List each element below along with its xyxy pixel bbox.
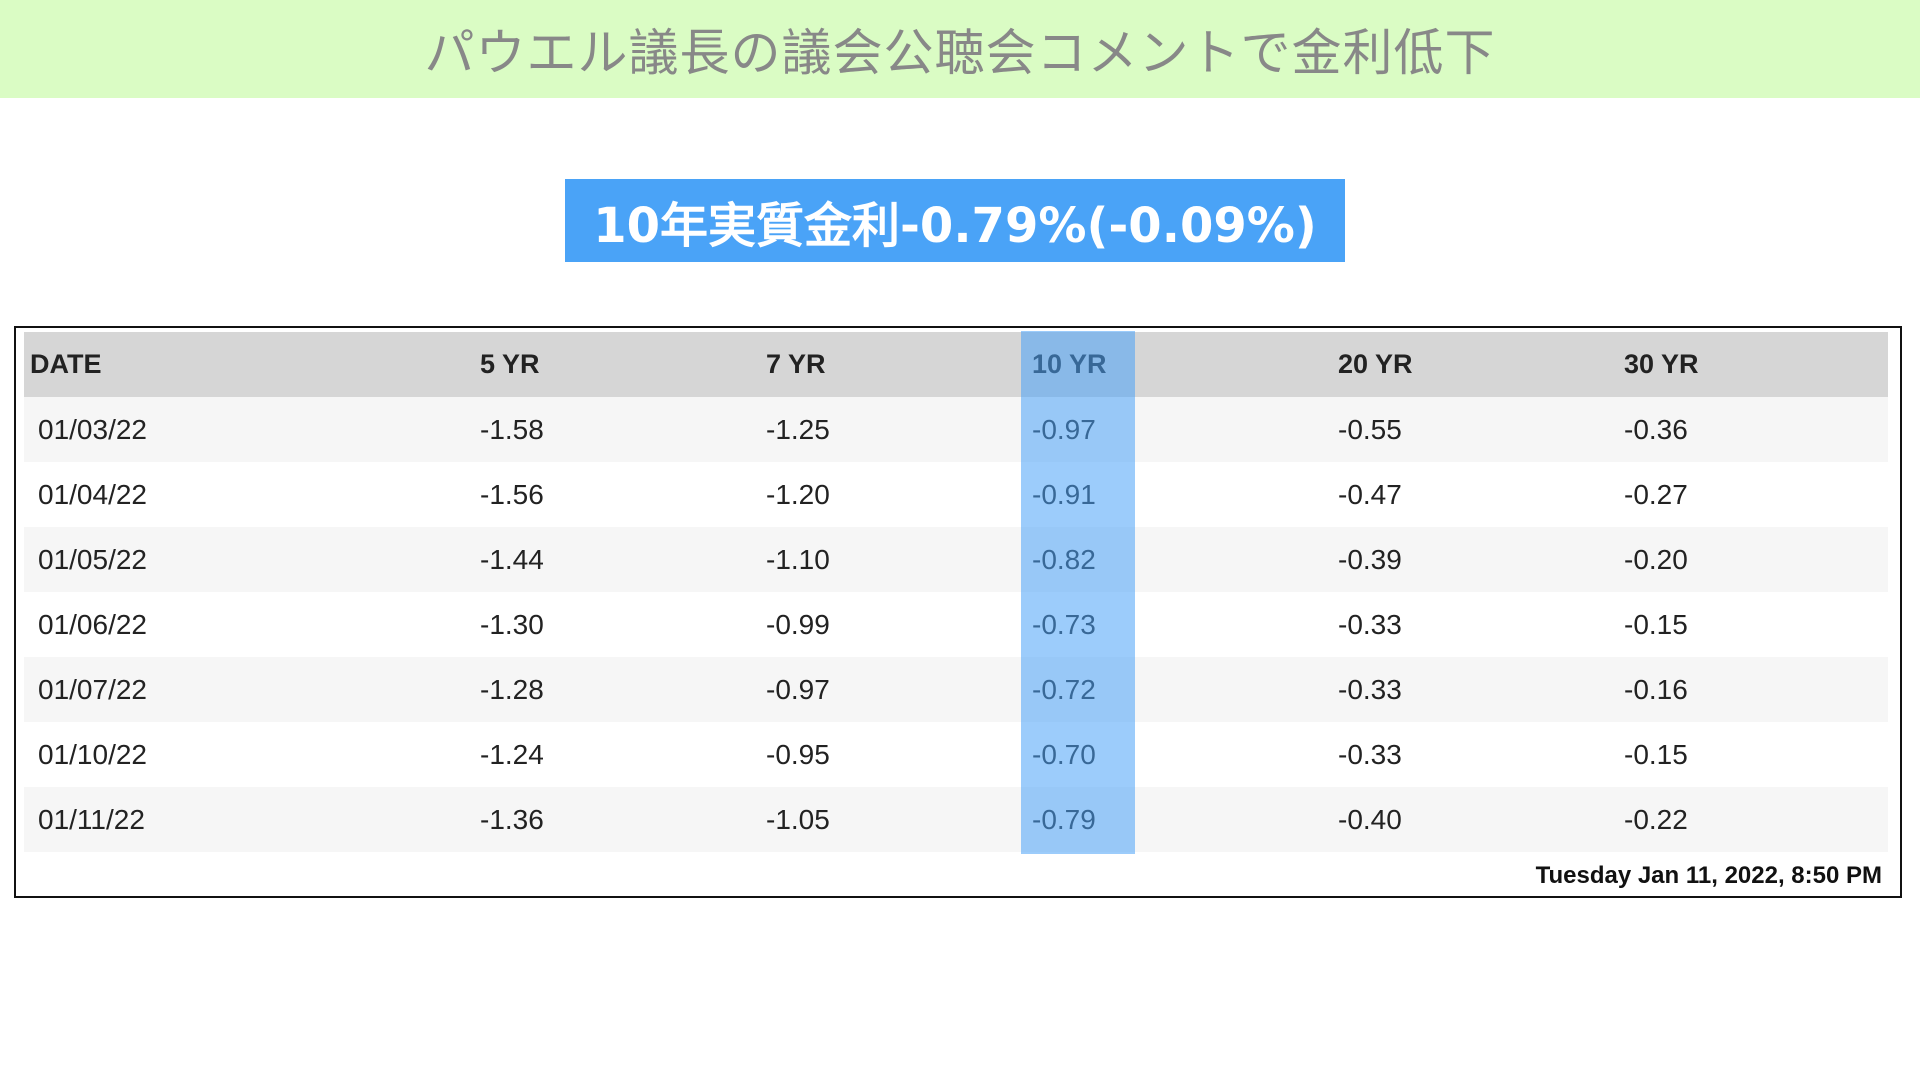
yield-cell-30yr: -0.20 [1624, 543, 1688, 575]
yield-cell-5yr: -1.36 [480, 803, 544, 835]
yield-cell-30yr: -0.22 [1624, 803, 1688, 835]
callout-box: 10年実質金利-0.79%(-0.09%) [565, 179, 1345, 262]
yield-cell-30yr: -0.15 [1624, 738, 1688, 770]
yield-table-frame: DATE 5 YR 7 YR 10 YR 20 YR 30 YR 01/03/2… [14, 326, 1902, 898]
yield-cell-7yr: -0.99 [766, 608, 830, 640]
column-header-10yr: 10 YR [1032, 349, 1107, 379]
column-header-30yr: 30 YR [1624, 349, 1699, 379]
yield-cell-20yr: -0.47 [1338, 478, 1402, 510]
yield-cell-7yr: -0.97 [766, 673, 830, 705]
yield-cell-5yr: -1.24 [480, 738, 544, 770]
table-row: 01/04/22 -1.56 -1.20 -0.91 -0.47 -0.27 [24, 462, 1888, 527]
yield-cell-7yr: -1.20 [766, 478, 830, 510]
table-row: 01/06/22 -1.30 -0.99 -0.73 -0.33 -0.15 [24, 592, 1888, 657]
table-header-row: DATE 5 YR 7 YR 10 YR 20 YR 30 YR [24, 332, 1888, 397]
date-cell: 01/11/22 [38, 803, 145, 835]
yield-cell-7yr: -1.10 [766, 543, 830, 575]
yield-cell-5yr: -1.30 [480, 608, 544, 640]
yield-cell-10yr: -0.70 [1032, 738, 1096, 770]
column-header-5yr: 5 YR [480, 349, 540, 379]
yield-cell-5yr: -1.56 [480, 478, 544, 510]
yield-cell-20yr: -0.40 [1338, 803, 1402, 835]
yield-cell-20yr: -0.33 [1338, 738, 1402, 770]
yield-cell-30yr: -0.27 [1624, 478, 1688, 510]
yield-cell-5yr: -1.28 [480, 673, 544, 705]
yield-cell-5yr: -1.58 [480, 413, 544, 445]
table-row: 01/07/22 -1.28 -0.97 -0.72 -0.33 -0.16 [24, 657, 1888, 722]
timestamp: Tuesday Jan 11, 2022, 8:50 PM [1535, 862, 1882, 889]
yield-cell-10yr: -0.82 [1032, 543, 1096, 575]
column-header-date: DATE [30, 349, 102, 379]
yield-cell-30yr: -0.15 [1624, 608, 1688, 640]
title-banner: パウエル議長の議会公聴会コメントで金利低下 [0, 0, 1920, 98]
date-cell: 01/06/22 [38, 608, 147, 640]
yield-cell-10yr: -0.73 [1032, 608, 1096, 640]
yield-cell-20yr: -0.33 [1338, 608, 1402, 640]
date-cell: 01/07/22 [38, 673, 147, 705]
date-cell: 01/05/22 [38, 543, 147, 575]
yield-cell-30yr: -0.16 [1624, 673, 1688, 705]
yield-cell-20yr: -0.55 [1338, 413, 1402, 445]
column-header-20yr: 20 YR [1338, 349, 1413, 379]
callout-label: 10年実質金利-0.79%(-0.09%) [593, 197, 1317, 254]
yield-cell-7yr: -0.95 [766, 738, 830, 770]
table-body: 01/03/22 -1.58 -1.25 -0.97 -0.55 -0.36 0… [24, 397, 1888, 852]
date-cell: 01/03/22 [38, 413, 147, 445]
table-row: 01/10/22 -1.24 -0.95 -0.70 -0.33 -0.15 [24, 722, 1888, 787]
yield-cell-10yr: -0.72 [1032, 673, 1096, 705]
yield-cell-20yr: -0.39 [1338, 543, 1402, 575]
column-header-7yr: 7 YR [766, 349, 826, 379]
yield-cell-7yr: -1.05 [766, 803, 830, 835]
date-cell: 01/04/22 [38, 478, 147, 510]
slide-title: パウエル議長の議会公聴会コメントで金利低下 [424, 24, 1496, 82]
yield-cell-20yr: -0.33 [1338, 673, 1402, 705]
table-row: 01/05/22 -1.44 -1.10 -0.82 -0.39 -0.20 [24, 527, 1888, 592]
yield-cell-5yr: -1.44 [480, 543, 544, 575]
yield-cell-30yr: -0.36 [1624, 413, 1688, 445]
date-cell: 01/10/22 [38, 738, 147, 770]
yield-table: DATE 5 YR 7 YR 10 YR 20 YR 30 YR 01/03/2… [24, 332, 1888, 852]
yield-cell-7yr: -1.25 [766, 413, 830, 445]
yield-cell-10yr: -0.79 [1032, 803, 1096, 835]
table-row: 01/03/22 -1.58 -1.25 -0.97 -0.55 -0.36 [24, 397, 1888, 462]
table-row: 01/11/22 -1.36 -1.05 -0.79 -0.40 -0.22 [24, 787, 1888, 852]
yield-cell-10yr: -0.91 [1032, 478, 1096, 510]
yield-cell-10yr: -0.97 [1032, 413, 1096, 445]
